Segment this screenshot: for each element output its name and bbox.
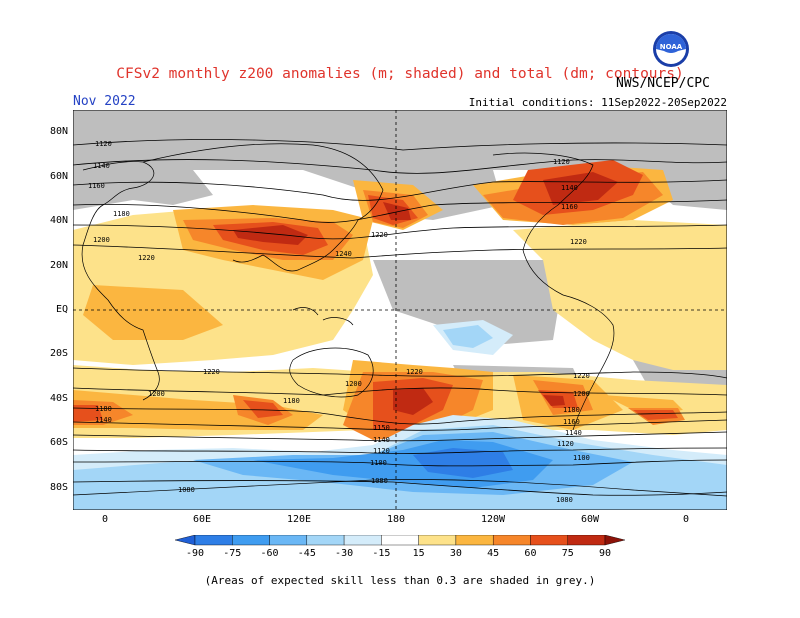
colorbar-segment xyxy=(381,535,419,546)
contour-label: 1240 xyxy=(335,250,352,258)
contour-label: 1140 xyxy=(561,184,578,192)
contour-label: 1180 xyxy=(563,406,580,414)
chart-title: CFSv2 monthly z200 anomalies (m; shaded)… xyxy=(116,66,684,82)
contour-label: 1140 xyxy=(93,162,110,170)
lon-label: 120W xyxy=(480,514,506,525)
contour-label: 1200 xyxy=(93,236,110,244)
contour-labels: 1120 1140 1160 1180 1200 1220 1240 1220 … xyxy=(88,140,590,504)
reference-lines xyxy=(73,110,727,510)
colorbar-segment xyxy=(306,535,345,546)
colorbar-label: 75 xyxy=(561,548,574,559)
contour-label: 1160 xyxy=(563,418,580,426)
lon-label: 60E xyxy=(192,514,212,525)
noaa-logo: NOAA xyxy=(653,31,689,67)
contour-label: 1200 xyxy=(148,390,165,398)
contour-label: 1120 xyxy=(95,140,112,148)
colorbar-label: -75 xyxy=(223,548,242,559)
positive-anomaly-75-90 xyxy=(233,172,618,415)
initial-conditions: Initial conditions: 11Sep2022-20Sep2022 xyxy=(468,96,727,109)
lat-label: 60N xyxy=(49,171,68,182)
lat-label: 20N xyxy=(49,260,68,271)
contour-label: 1180 xyxy=(283,397,300,405)
contour-label: 1180 xyxy=(113,210,130,218)
contour-label: 1200 xyxy=(345,380,362,388)
colorbar-label: -90 xyxy=(185,548,205,559)
colorbar-segment xyxy=(604,535,625,546)
lat-label: 40S xyxy=(49,393,68,404)
negative-anomaly-75-90 xyxy=(413,448,513,478)
height-contours xyxy=(73,139,727,496)
coastlines xyxy=(73,143,727,497)
agency-label: NWS/NCEP/CPC xyxy=(616,76,710,91)
contour-label: 1160 xyxy=(561,203,578,211)
contour-label: 1220 xyxy=(570,238,587,246)
colorbar-label: -60 xyxy=(260,548,279,559)
lon-label: 0 xyxy=(682,514,690,525)
contour-label: 1140 xyxy=(373,436,390,444)
colorbar-label: 90 xyxy=(598,548,612,559)
colorbar xyxy=(175,535,625,546)
contour-label: 1220 xyxy=(138,254,155,262)
colorbar-segment xyxy=(269,535,308,546)
contour-label: 1220 xyxy=(203,368,220,376)
lat-label: 40N xyxy=(49,215,68,226)
contour-label: 1200 xyxy=(573,390,590,398)
forecast-month: Nov 2022 xyxy=(73,94,136,109)
contour-label: 1150 xyxy=(373,424,390,432)
colorbar-segment xyxy=(175,535,196,546)
colorbar-segment xyxy=(194,535,233,546)
colorbar-label: 60 xyxy=(524,548,537,559)
lat-label: EQ xyxy=(55,304,68,315)
colorbar-label: -15 xyxy=(372,548,391,559)
lat-label: 60S xyxy=(49,437,68,448)
lat-label: 80N xyxy=(49,126,68,137)
lon-label: 60W xyxy=(580,514,600,525)
contour-label: 1120 xyxy=(373,447,390,455)
skill-footnote: (Areas of expected skill less than 0.3 a… xyxy=(204,574,596,587)
lat-label: 80S xyxy=(49,482,68,493)
contour-label: 1100 xyxy=(370,459,387,467)
lon-label: 180 xyxy=(386,514,406,525)
colorbar-label: 15 xyxy=(412,548,425,559)
contour-label: 1220 xyxy=(573,372,590,380)
colorbar-segment xyxy=(232,535,270,546)
contour-label: 1220 xyxy=(406,368,423,376)
contour-label: 1160 xyxy=(88,182,105,190)
anomaly-map: 1120 1140 1160 1180 1200 1220 1240 1220 … xyxy=(73,110,727,510)
contour-label: 1140 xyxy=(95,416,112,424)
contour-label: 1080 xyxy=(556,496,573,504)
colorbar-label: 45 xyxy=(487,548,500,559)
colorbar-label: -30 xyxy=(335,548,354,559)
logo-text: NOAA xyxy=(660,43,683,51)
contour-label: 1220 xyxy=(371,231,388,239)
contour-label: 1120 xyxy=(557,440,574,448)
colorbar-segment xyxy=(418,535,457,546)
contour-label: 1120 xyxy=(553,158,570,166)
colorbar-segment xyxy=(455,535,494,546)
colorbar-label: -45 xyxy=(297,548,316,559)
contour-label: 1100 xyxy=(573,454,590,462)
contour-label: 1180 xyxy=(95,405,112,413)
contour-label: 1140 xyxy=(565,429,582,437)
colorbar-segment xyxy=(492,535,531,546)
colorbar-segment xyxy=(530,535,568,546)
contour-label: 1080 xyxy=(178,486,195,494)
colorbar-label: 30 xyxy=(449,548,462,559)
lat-label: 20S xyxy=(49,348,68,359)
contour-label: 1080 xyxy=(371,477,388,485)
lon-label: 0 xyxy=(101,514,109,525)
colorbar-segment xyxy=(343,535,382,546)
colorbar-segment xyxy=(567,535,606,546)
lon-label: 120E xyxy=(286,514,312,525)
